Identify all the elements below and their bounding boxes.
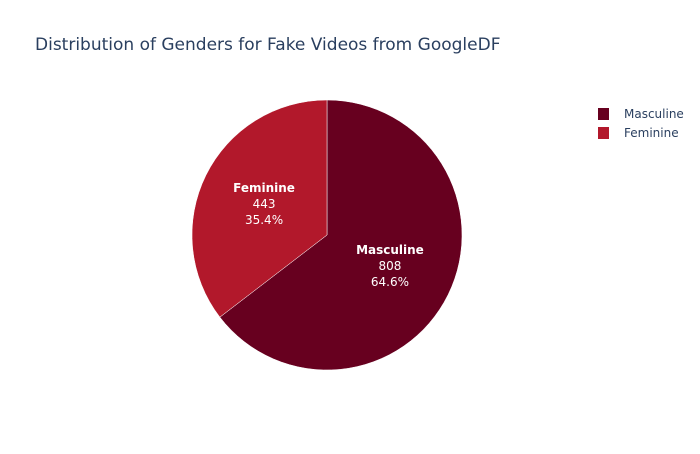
pie-slices xyxy=(191,99,463,371)
legend: Masculine Feminine xyxy=(598,107,684,140)
legend-swatch-masculine xyxy=(598,108,609,120)
legend-swatch-feminine xyxy=(598,127,609,139)
legend-item-masculine[interactable]: Masculine xyxy=(598,107,684,121)
pie-slice-feminine[interactable] xyxy=(191,99,328,318)
slice-label-percent-masculine: 64.6% xyxy=(371,275,409,289)
pie-slice-masculine[interactable] xyxy=(219,99,463,371)
pie-slice-labels: Masculine 808 64.6% Feminine 443 35.4% xyxy=(233,181,424,289)
slice-label-value-masculine: 808 xyxy=(379,259,402,273)
legend-label-masculine: Masculine xyxy=(624,107,684,121)
legend-item-feminine[interactable]: Feminine xyxy=(598,126,679,140)
legend-label-feminine: Feminine xyxy=(624,126,679,140)
slice-label-category-feminine: Feminine xyxy=(233,181,295,195)
slice-label-category-masculine: Masculine xyxy=(356,243,424,257)
slice-label-percent-feminine: 35.4% xyxy=(245,213,283,227)
chart-title: Distribution of Genders for Fake Videos … xyxy=(35,35,500,55)
slice-label-value-feminine: 443 xyxy=(253,197,276,211)
